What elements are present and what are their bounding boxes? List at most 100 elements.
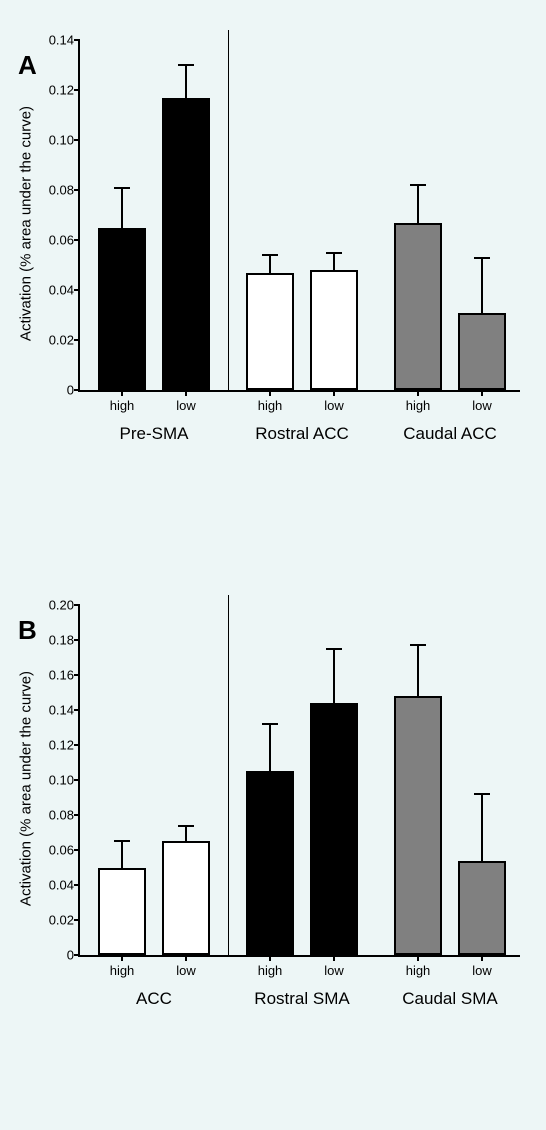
ytick-label: 0.14: [49, 703, 74, 718]
group-label: ACC: [136, 989, 172, 1009]
ytick-mark: [74, 604, 80, 606]
ytick-label: 0.10: [49, 133, 74, 148]
bar: [458, 313, 506, 391]
ytick-mark: [74, 884, 80, 886]
panel-a: AActivation (% area under the curve)00.0…: [0, 40, 546, 565]
error-cap: [178, 825, 194, 827]
xtick-mark: [481, 955, 483, 961]
xtick-mark: [333, 955, 335, 961]
ytick-label: 0: [67, 383, 74, 398]
error-cap: [410, 644, 426, 646]
xtick-mark: [185, 390, 187, 396]
xtick-mark: [121, 955, 123, 961]
xtick-mark: [417, 955, 419, 961]
bar: [458, 861, 506, 956]
xtick-mark: [185, 955, 187, 961]
error-cap: [262, 254, 278, 256]
ytick-label: 0.06: [49, 843, 74, 858]
bar: [162, 98, 210, 391]
error-cap: [474, 793, 490, 795]
ytick-label: 0.04: [49, 283, 74, 298]
ytick-label: 0.06: [49, 233, 74, 248]
ytick-label: 0.08: [49, 808, 74, 823]
bar: [310, 270, 358, 390]
error-cap: [474, 257, 490, 259]
group-label: Rostral SMA: [254, 989, 349, 1009]
bar: [98, 868, 146, 956]
error-cap: [262, 723, 278, 725]
xtick-mark: [481, 390, 483, 396]
error-bar: [269, 255, 271, 273]
bar-xlabel: high: [258, 398, 283, 413]
error-bar: [185, 826, 187, 842]
separator-line: [228, 30, 229, 390]
ytick-mark: [74, 779, 80, 781]
bar-xlabel: low: [176, 398, 196, 413]
separator-line: [228, 595, 229, 955]
error-bar: [121, 188, 123, 228]
error-cap: [178, 64, 194, 66]
ytick-mark: [74, 389, 80, 391]
ytick-label: 0.18: [49, 633, 74, 648]
error-bar: [185, 65, 187, 98]
group-label: Caudal ACC: [403, 424, 497, 444]
error-bar: [269, 724, 271, 771]
panel-b: BActivation (% area under the curve)00.0…: [0, 605, 546, 1130]
bar: [246, 771, 294, 955]
ytick-mark: [74, 189, 80, 191]
error-cap: [326, 648, 342, 650]
xtick-mark: [417, 390, 419, 396]
ytick-label: 0.16: [49, 668, 74, 683]
ytick-mark: [74, 744, 80, 746]
bar-xlabel: low: [472, 398, 492, 413]
y-axis-label: Activation (% area under the curve): [18, 614, 35, 964]
ytick-mark: [74, 919, 80, 921]
bar: [98, 228, 146, 391]
ytick-mark: [74, 709, 80, 711]
ytick-mark: [74, 674, 80, 676]
figure: AActivation (% area under the curve)00.0…: [0, 40, 546, 1130]
error-bar: [481, 258, 483, 313]
xtick-mark: [269, 955, 271, 961]
y-axis-label: Activation (% area under the curve): [18, 49, 35, 399]
error-bar: [417, 645, 419, 696]
ytick-mark: [74, 89, 80, 91]
bar: [394, 223, 442, 391]
ytick-label: 0.02: [49, 913, 74, 928]
bar-xlabel: low: [472, 963, 492, 978]
ytick-mark: [74, 849, 80, 851]
error-cap: [326, 252, 342, 254]
xtick-mark: [121, 390, 123, 396]
bar-xlabel: high: [110, 398, 135, 413]
bar: [310, 703, 358, 955]
chart-area: Activation (% area under the curve)00.02…: [78, 40, 520, 392]
ytick-mark: [74, 954, 80, 956]
error-cap: [114, 187, 130, 189]
bar-xlabel: low: [324, 963, 344, 978]
xtick-mark: [269, 390, 271, 396]
group-label: Pre-SMA: [120, 424, 189, 444]
chart-area: Activation (% area under the curve)00.02…: [78, 605, 520, 957]
ytick-mark: [74, 139, 80, 141]
bar: [246, 273, 294, 391]
ytick-label: 0.12: [49, 738, 74, 753]
ytick-label: 0.08: [49, 183, 74, 198]
ytick-label: 0.02: [49, 333, 74, 348]
xtick-mark: [333, 390, 335, 396]
ytick-label: 0.20: [49, 598, 74, 613]
ytick-label: 0.14: [49, 33, 74, 48]
ytick-label: 0.12: [49, 83, 74, 98]
error-bar: [121, 841, 123, 867]
group-label: Rostral ACC: [255, 424, 349, 444]
bar-xlabel: high: [110, 963, 135, 978]
ytick-mark: [74, 639, 80, 641]
error-bar: [333, 253, 335, 271]
ytick-label: 0: [67, 948, 74, 963]
error-bar: [333, 649, 335, 703]
error-bar: [417, 185, 419, 223]
ytick-mark: [74, 289, 80, 291]
bar: [162, 841, 210, 955]
ytick-mark: [74, 339, 80, 341]
ytick-mark: [74, 39, 80, 41]
ytick-label: 0.04: [49, 878, 74, 893]
